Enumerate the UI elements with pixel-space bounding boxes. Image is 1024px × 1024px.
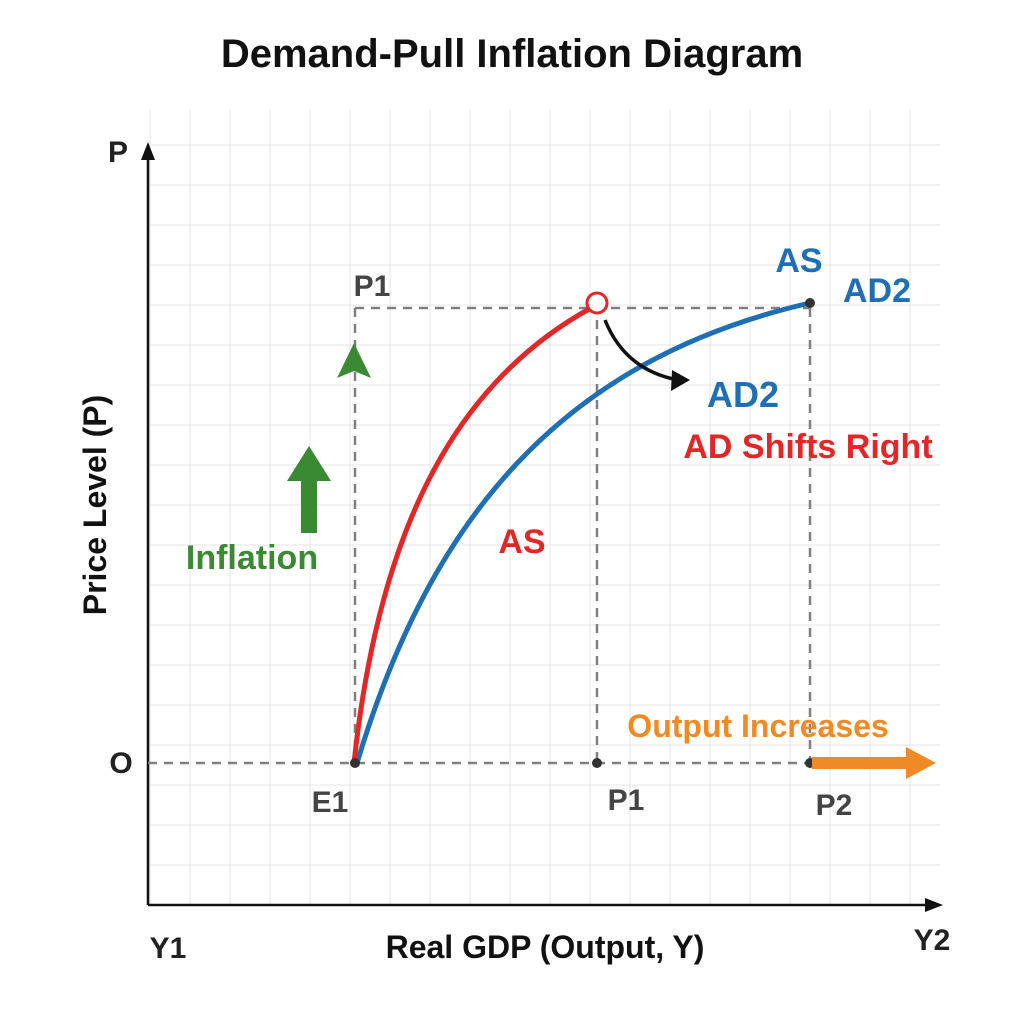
red-curve <box>351 305 594 766</box>
as-top-label: AS <box>775 242 822 280</box>
y-axis-arrowhead <box>141 142 155 160</box>
ad2-top-label: AD2 <box>843 272 911 310</box>
as-red-label: AS <box>498 523 545 561</box>
x-axis-arrowhead <box>925 898 943 912</box>
p1-bottom-label: P1 <box>608 784 645 817</box>
point-e1 <box>350 758 360 768</box>
x-start-label: Y1 <box>150 932 187 965</box>
y-axis-symbol: P <box>108 136 128 169</box>
origin-label: O <box>109 747 132 780</box>
p2-label: P2 <box>816 789 853 822</box>
point-ad2-top <box>805 298 815 308</box>
y-axis-label: Price Level (P) <box>77 395 113 616</box>
ad2-mid-label: AD2 <box>707 374 779 415</box>
inflation-label: Inflation <box>186 539 318 577</box>
x-end-label: Y2 <box>914 924 951 957</box>
shift-arrow <box>603 319 679 382</box>
p1-top-label: P1 <box>354 270 391 303</box>
x-axis-label: Real GDP (Output, Y) <box>386 929 705 965</box>
output-arrow-icon <box>812 747 936 779</box>
output-increases-label: Output Increases <box>627 708 888 744</box>
e1-label: E1 <box>312 786 349 819</box>
blue-curve <box>354 300 813 766</box>
shift-point-marker <box>585 291 609 315</box>
ad-shifts-label: AD Shifts Right <box>683 428 932 466</box>
shift-arrowhead <box>671 370 690 391</box>
small-green-arrow-icon <box>337 343 371 378</box>
diagram-title: Demand-Pull Inflation Diagram <box>221 32 803 76</box>
inflation-arrow-icon <box>287 446 331 533</box>
point-p1-bottom <box>592 758 602 768</box>
background-grid <box>149 110 940 905</box>
